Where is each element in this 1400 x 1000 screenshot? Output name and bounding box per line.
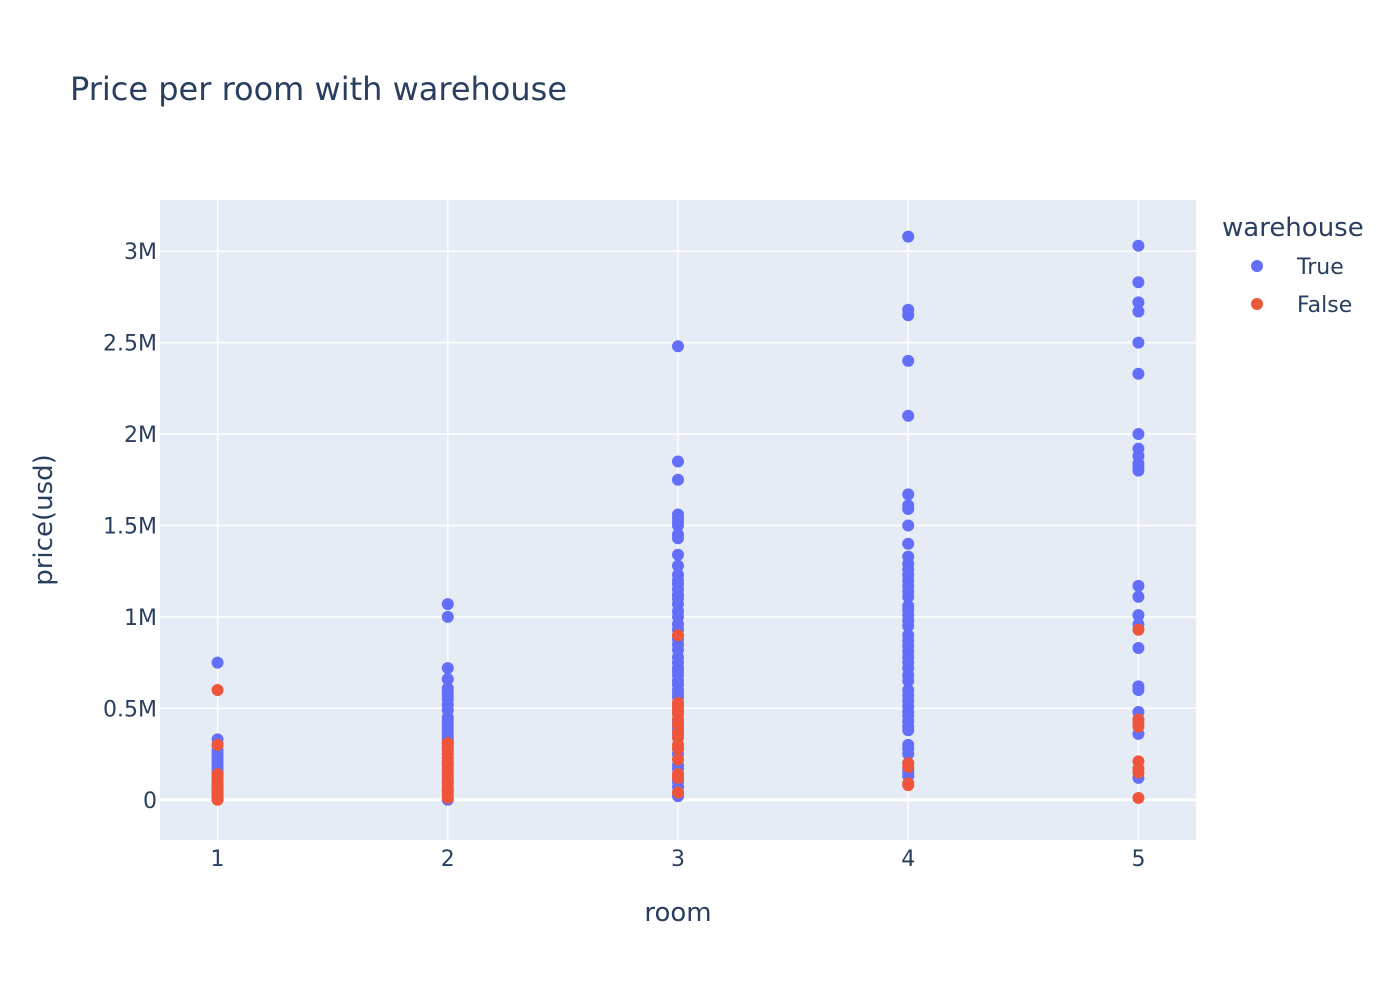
data-point xyxy=(902,674,915,687)
x-tick-label: 1 xyxy=(211,847,225,872)
data-point xyxy=(672,519,684,532)
data-point xyxy=(902,590,915,603)
series-false xyxy=(211,623,1145,806)
data-point xyxy=(1132,296,1145,309)
data-point xyxy=(902,620,915,633)
data-point xyxy=(672,786,684,799)
data-point xyxy=(1132,609,1145,622)
data-point xyxy=(1132,579,1145,592)
data-point xyxy=(902,309,915,322)
y-axis-ticks: 0 0.5M 1M 1.5M 2M 2.5M 3M xyxy=(103,240,157,814)
data-point xyxy=(902,503,915,516)
legend-label-true: True xyxy=(1296,255,1344,280)
data-point xyxy=(1132,464,1145,477)
data-point xyxy=(672,742,684,755)
y-tick-label: 3M xyxy=(124,240,157,265)
data-point xyxy=(672,771,684,784)
data-points xyxy=(211,230,1145,806)
legend-title: warehouse xyxy=(1222,213,1364,243)
data-point xyxy=(441,610,454,623)
data-point xyxy=(1132,642,1145,654)
y-tick-label: 0.5M xyxy=(103,697,157,722)
legend: warehouse True False xyxy=(1222,213,1364,318)
data-point xyxy=(211,684,224,697)
data-point xyxy=(902,519,915,532)
data-point xyxy=(1132,791,1145,804)
x-tick-label: 5 xyxy=(1131,847,1145,872)
y-tick-label: 1.5M xyxy=(103,514,157,539)
chart-title: Price per room with warehouse xyxy=(70,70,567,108)
data-point xyxy=(902,354,915,367)
data-point xyxy=(441,598,454,611)
legend-marker-true xyxy=(1251,260,1263,272)
data-point xyxy=(902,488,915,501)
y-tick-label: 1M xyxy=(124,606,157,631)
data-point xyxy=(672,532,684,545)
x-axis-title: room xyxy=(644,898,711,928)
data-point xyxy=(672,629,684,642)
data-point xyxy=(1132,720,1145,733)
data-point xyxy=(672,548,684,561)
legend-marker-false xyxy=(1251,298,1263,310)
data-point xyxy=(1132,336,1145,349)
data-point xyxy=(672,340,684,353)
y-tick-label: 2M xyxy=(124,423,157,448)
data-point xyxy=(902,760,915,773)
data-point xyxy=(211,656,224,669)
data-point xyxy=(1132,684,1145,697)
data-point xyxy=(672,473,684,486)
data-point xyxy=(902,537,915,550)
data-point xyxy=(672,753,684,766)
data-point xyxy=(902,230,915,243)
data-point xyxy=(672,559,684,572)
data-point xyxy=(211,793,224,806)
data-point xyxy=(1132,766,1145,779)
data-point xyxy=(441,673,454,686)
data-point xyxy=(441,791,454,804)
y-tick-label: 2.5M xyxy=(103,332,157,357)
data-point xyxy=(1132,590,1145,603)
data-point xyxy=(902,724,915,737)
data-point xyxy=(211,738,224,751)
y-axis-title: price(usd) xyxy=(29,454,59,586)
x-tick-label: 2 xyxy=(441,847,455,872)
x-tick-label: 4 xyxy=(901,847,915,872)
data-point xyxy=(1132,428,1145,441)
data-point xyxy=(1132,276,1145,289)
data-point xyxy=(1132,305,1145,318)
data-point xyxy=(1132,367,1145,380)
legend-label-false: False xyxy=(1297,293,1352,318)
y-tick-label: 0 xyxy=(143,789,157,814)
x-tick-label: 3 xyxy=(671,847,685,872)
data-point xyxy=(902,779,915,792)
data-point xyxy=(1132,623,1145,636)
data-point xyxy=(902,748,915,761)
x-axis-ticks: 1 2 3 4 5 xyxy=(211,847,1146,872)
data-point xyxy=(441,662,454,675)
data-point xyxy=(1132,239,1145,252)
data-point xyxy=(902,409,915,422)
data-point xyxy=(672,455,684,468)
